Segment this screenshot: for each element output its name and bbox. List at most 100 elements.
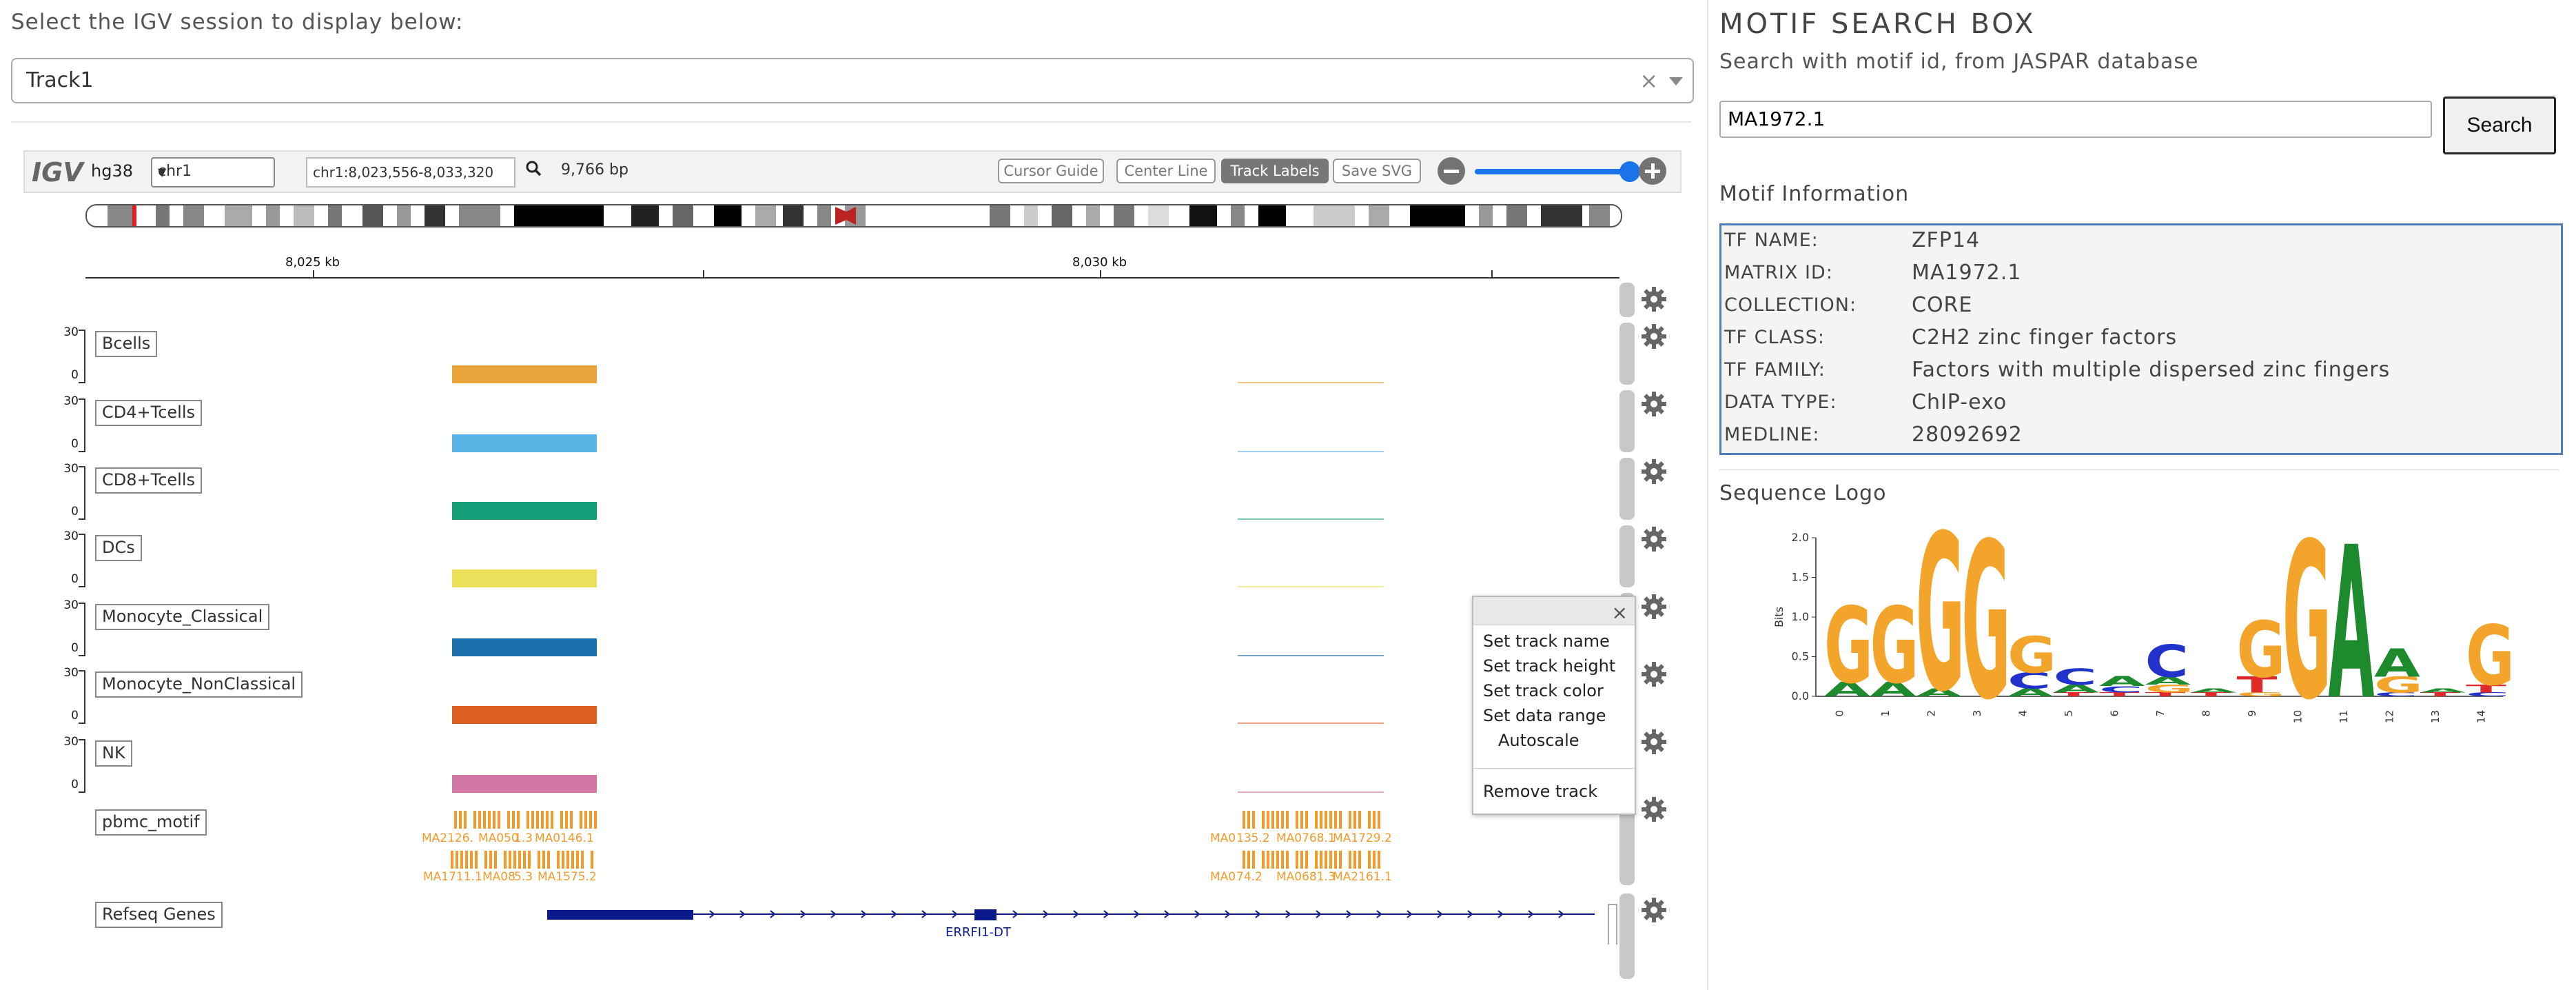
gear-icon[interactable] <box>1640 896 1668 924</box>
gear-icon[interactable] <box>1640 796 1668 823</box>
track-label-cd8-tcells[interactable]: CD8+Tcells <box>95 467 202 494</box>
gear-icon[interactable] <box>1640 525 1668 553</box>
signal-peak[interactable] <box>1238 655 1384 656</box>
logo-letter: T <box>2054 691 2094 698</box>
info-key: MATRIX ID: <box>1724 262 1833 283</box>
motif-id-field[interactable] <box>1721 102 2424 136</box>
logo-letter: G <box>2237 691 2286 698</box>
logo-ytick: 1.5 <box>1792 571 1809 584</box>
signal-peak[interactable] <box>1238 451 1384 452</box>
signal-peak[interactable] <box>452 502 597 520</box>
track-drag-handle[interactable] <box>1619 525 1635 587</box>
info-key: TF NAME: <box>1724 230 1819 251</box>
menu-item-set-data-range[interactable]: Set data range <box>1483 706 1606 725</box>
motif-label: 5.3 <box>514 870 533 884</box>
divider <box>1719 469 2559 470</box>
search-button[interactable]: Search <box>2443 97 2556 154</box>
gear-icon[interactable] <box>1640 593 1668 620</box>
chevron-down-icon[interactable] <box>1669 77 1683 85</box>
track-labels-button[interactable]: Track Labels <box>1221 159 1329 183</box>
track-label-refseq-genes[interactable]: Refseq Genes <box>95 902 223 928</box>
menu-item-set-track-color[interactable]: Set track color <box>1483 681 1604 700</box>
motif-label: MA2126. <box>422 831 473 845</box>
track-label-monocyte-nonclassical[interactable]: Monocyte_NonClassical <box>95 671 303 698</box>
logo-letter: A <box>2329 524 2375 731</box>
scale-max: 30 <box>63 529 79 543</box>
motif-label: 135.2 <box>1236 831 1270 845</box>
clear-icon[interactable]: × <box>1639 68 1658 94</box>
menu-item-remove-track[interactable]: Remove track <box>1483 782 1598 801</box>
gear-icon[interactable] <box>1640 458 1668 485</box>
motif-label: MA0681.3 <box>1276 870 1336 884</box>
chromosome-ideogram[interactable] <box>85 204 1622 228</box>
signal-peak[interactable] <box>452 569 597 587</box>
zoom-slider[interactable] <box>1475 169 1632 174</box>
gear-icon[interactable] <box>1640 660 1668 688</box>
gear-icon[interactable] <box>1640 390 1668 418</box>
session-selected-value: Track1 <box>26 68 94 92</box>
track-label-bcells[interactable]: Bcells <box>95 331 158 357</box>
logo-letter: A <box>1870 678 1916 701</box>
motif-label: MA0768.1 <box>1276 831 1336 845</box>
signal-peak[interactable] <box>1238 791 1384 793</box>
locus-input[interactable]: chr1:8,023,556-8,033,320 <box>306 157 515 188</box>
menu-item-autoscale[interactable]: Autoscale <box>1498 731 1580 750</box>
signal-peak[interactable] <box>452 706 597 724</box>
gear-icon[interactable] <box>1640 728 1668 756</box>
track-drag-handle[interactable] <box>1619 796 1635 885</box>
track-label-nk[interactable]: NK <box>95 740 132 767</box>
signal-peak[interactable] <box>1238 723 1384 724</box>
signal-peak[interactable] <box>452 638 597 656</box>
track-drag-handle[interactable] <box>1619 893 1635 979</box>
track-drag-handle[interactable] <box>1619 390 1635 452</box>
ruler: 8,025 kb 8,030 kb <box>85 255 1619 279</box>
track-scale: 30 0 <box>63 394 85 456</box>
cursor-guide-button[interactable]: Cursor Guide <box>998 159 1104 183</box>
track-drag-handle[interactable] <box>1619 458 1635 520</box>
close-icon[interactable]: × <box>1611 601 1628 624</box>
logo-letter: A <box>1916 686 1962 699</box>
signal-peak[interactable] <box>452 365 597 383</box>
logo-xtick: 14 <box>2475 710 2487 723</box>
gene-model[interactable] <box>85 903 1619 944</box>
info-value: Factors with multiple dispersed zinc fin… <box>1912 358 2391 382</box>
signal-peak[interactable] <box>1238 518 1384 520</box>
logo-letter: G <box>2007 627 2056 685</box>
center-line-button[interactable]: Center Line <box>1116 159 1216 183</box>
track-drag-handle[interactable] <box>1619 283 1635 317</box>
motif-info-table: TF NAME: ZFP14 MATRIX ID: MA1972.1 COLLE… <box>1719 223 2563 455</box>
logo-letter: T <box>2145 691 2186 698</box>
motif-id-input[interactable] <box>1719 101 2432 138</box>
motif-features[interactable] <box>85 811 1619 887</box>
logo-xtick: 12 <box>2383 710 2395 723</box>
track-label-pbmc-motif[interactable]: pbmc_motif <box>95 809 207 836</box>
menu-item-set-track-name[interactable]: Set track name <box>1483 632 1610 651</box>
menu-item-set-track-height[interactable]: Set track height <box>1483 656 1616 676</box>
zoom-slider-handle[interactable] <box>1619 161 1640 182</box>
session-select[interactable]: Track1 × <box>11 58 1694 103</box>
motif-search-title: MOTIF SEARCH BOX <box>1719 8 2036 40</box>
track-label-cd4-tcells[interactable]: CD4+Tcells <box>95 400 202 426</box>
track-label-dcs[interactable]: DCs <box>95 535 142 561</box>
gear-icon[interactable] <box>1640 285 1668 313</box>
zoom-out-icon[interactable] <box>1438 157 1465 185</box>
track-drag-handle[interactable] <box>1619 323 1635 385</box>
save-svg-button[interactable]: Save SVG <box>1333 159 1421 183</box>
signal-peak[interactable] <box>452 434 597 452</box>
track-label-monocyte-classical[interactable]: Monocyte_Classical <box>95 604 270 630</box>
info-value: MA1972.1 <box>1912 261 2022 285</box>
motif-label: MA050 <box>478 831 519 845</box>
signal-peak[interactable] <box>1238 586 1384 587</box>
gear-icon[interactable] <box>1640 323 1668 350</box>
signal-peak[interactable] <box>1238 382 1384 383</box>
zoom-in-icon[interactable] <box>1639 157 1666 185</box>
track-scale: 30 0 <box>63 666 85 728</box>
motif-search-subtitle: Search with motif id, from JASPAR databa… <box>1719 50 2199 74</box>
logo-xtick: 1 <box>1879 710 1892 717</box>
search-icon[interactable] <box>525 160 542 176</box>
genome-label: hg38 <box>91 161 133 181</box>
signal-peak[interactable] <box>452 775 597 793</box>
chromosome-select[interactable]: chr1 ▼ <box>151 157 275 188</box>
sequence-logo-title: Sequence Logo <box>1719 481 1887 505</box>
